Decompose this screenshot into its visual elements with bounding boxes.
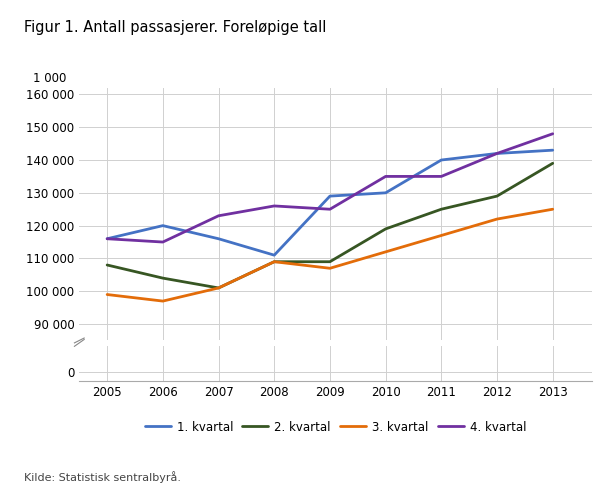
- Line: 2. kvartal: 2. kvartal: [107, 163, 553, 288]
- 1. kvartal: [326, 193, 334, 199]
- 3. kvartal: [159, 298, 167, 304]
- 3. kvartal: [437, 233, 445, 239]
- Text: Kilde: Statistisk sentralbyrå.: Kilde: Statistisk sentralbyrå.: [24, 471, 181, 483]
- 1. kvartal: [271, 252, 278, 258]
- 4. kvartal: [215, 213, 222, 219]
- 1. kvartal: [104, 236, 111, 242]
- 4. kvartal: [549, 131, 556, 137]
- 4. kvartal: [159, 239, 167, 245]
- 2. kvartal: [493, 193, 501, 199]
- 1. kvartal: [437, 157, 445, 163]
- 4. kvartal: [326, 206, 334, 212]
- 3. kvartal: [104, 292, 111, 298]
- 1. kvartal: [159, 223, 167, 228]
- 2. kvartal: [159, 275, 167, 281]
- Text: Figur 1. Antall passasjerer. Foreløpige tall: Figur 1. Antall passasjerer. Foreløpige …: [24, 20, 327, 35]
- 1. kvartal: [382, 190, 389, 196]
- 1. kvartal: [493, 150, 501, 156]
- 3. kvartal: [215, 285, 222, 291]
- 3. kvartal: [493, 216, 501, 222]
- 3. kvartal: [549, 206, 556, 212]
- 2. kvartal: [104, 262, 111, 268]
- 4. kvartal: [271, 203, 278, 209]
- Line: 4. kvartal: 4. kvartal: [107, 134, 553, 242]
- Text: 1 000: 1 000: [33, 72, 66, 85]
- 2. kvartal: [215, 285, 222, 291]
- 1. kvartal: [215, 236, 222, 242]
- 4. kvartal: [104, 236, 111, 242]
- 3. kvartal: [326, 265, 334, 271]
- 2. kvartal: [382, 226, 389, 232]
- 4. kvartal: [382, 174, 389, 180]
- 4. kvartal: [437, 174, 445, 180]
- 3. kvartal: [382, 249, 389, 255]
- Legend: 1. kvartal, 2. kvartal, 3. kvartal, 4. kvartal: 1. kvartal, 2. kvartal, 3. kvartal, 4. k…: [140, 416, 531, 438]
- 4. kvartal: [493, 150, 501, 156]
- 2. kvartal: [326, 259, 334, 264]
- Line: 1. kvartal: 1. kvartal: [107, 150, 553, 255]
- Line: 3. kvartal: 3. kvartal: [107, 209, 553, 301]
- 2. kvartal: [271, 259, 278, 264]
- 2. kvartal: [437, 206, 445, 212]
- 2. kvartal: [549, 161, 556, 166]
- 3. kvartal: [271, 259, 278, 264]
- 1. kvartal: [549, 147, 556, 153]
